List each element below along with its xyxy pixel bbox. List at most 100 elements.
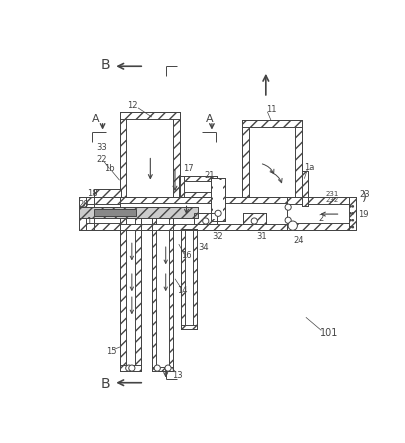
Text: 12: 12: [127, 101, 138, 110]
Bar: [286, 223, 348, 230]
Bar: [348, 197, 355, 230]
Bar: [241, 120, 301, 197]
Circle shape: [351, 219, 353, 221]
Text: B: B: [100, 377, 110, 391]
Bar: [126, 216, 134, 365]
Bar: [241, 120, 248, 197]
Circle shape: [351, 213, 353, 214]
Bar: [181, 229, 196, 329]
Bar: [79, 223, 119, 230]
Bar: [126, 119, 172, 197]
Bar: [301, 171, 307, 206]
Bar: [94, 190, 121, 197]
Bar: [242, 213, 265, 224]
Bar: [178, 192, 217, 197]
Bar: [94, 209, 136, 216]
Text: A: A: [92, 113, 99, 124]
Circle shape: [349, 213, 350, 214]
Bar: [151, 214, 173, 371]
Bar: [119, 216, 141, 371]
Circle shape: [284, 204, 290, 210]
Bar: [119, 113, 179, 119]
Bar: [286, 197, 355, 230]
Bar: [85, 204, 119, 223]
Text: 18: 18: [87, 189, 98, 198]
Bar: [241, 120, 301, 127]
Text: 2: 2: [318, 214, 323, 223]
Bar: [151, 214, 156, 371]
Bar: [79, 207, 198, 218]
Bar: [178, 175, 217, 181]
Bar: [242, 213, 265, 224]
Text: 232: 232: [325, 197, 338, 203]
Text: 20: 20: [79, 200, 89, 210]
Bar: [286, 197, 348, 204]
Text: A: A: [205, 113, 213, 124]
Text: ): ): [361, 190, 366, 204]
Text: B: B: [100, 58, 110, 72]
Bar: [181, 229, 185, 329]
Bar: [211, 178, 224, 221]
Text: 231: 231: [325, 191, 338, 197]
Text: 23: 23: [359, 190, 369, 198]
Bar: [178, 175, 217, 197]
Bar: [134, 216, 141, 371]
Text: 22: 22: [96, 155, 107, 164]
Circle shape: [251, 218, 257, 224]
Bar: [94, 190, 121, 197]
Bar: [119, 113, 179, 197]
Bar: [119, 365, 141, 371]
Circle shape: [349, 226, 350, 228]
Text: 17: 17: [183, 164, 194, 173]
Text: 1: 1: [86, 217, 91, 225]
Bar: [156, 214, 168, 366]
Bar: [79, 197, 119, 230]
Circle shape: [126, 365, 132, 371]
Bar: [301, 171, 307, 206]
Text: 34: 34: [198, 244, 208, 253]
Text: 1a: 1a: [304, 163, 314, 171]
Text: 21: 21: [204, 171, 214, 180]
Bar: [94, 224, 286, 230]
Circle shape: [215, 210, 221, 216]
Bar: [94, 197, 286, 230]
Bar: [181, 325, 196, 329]
Circle shape: [351, 226, 353, 228]
Bar: [172, 113, 179, 197]
Bar: [119, 113, 126, 197]
Bar: [211, 178, 224, 221]
Circle shape: [164, 365, 171, 371]
Circle shape: [349, 219, 350, 221]
Circle shape: [202, 218, 208, 224]
Text: 33: 33: [96, 144, 107, 152]
Text: 31: 31: [256, 232, 266, 241]
Bar: [94, 197, 286, 203]
Circle shape: [284, 217, 290, 223]
Text: 14: 14: [177, 286, 188, 295]
Text: 1b: 1b: [104, 164, 115, 173]
Text: 15: 15: [106, 347, 117, 357]
Bar: [248, 127, 294, 197]
Text: 11: 11: [265, 105, 276, 114]
Circle shape: [288, 221, 296, 230]
Bar: [294, 120, 301, 197]
Bar: [194, 213, 217, 224]
Circle shape: [349, 206, 350, 207]
Bar: [151, 366, 173, 371]
Text: 13: 13: [172, 370, 182, 380]
Bar: [79, 197, 85, 230]
Bar: [213, 180, 222, 219]
Bar: [94, 203, 286, 224]
Bar: [184, 181, 217, 192]
Circle shape: [128, 365, 134, 371]
Bar: [192, 229, 196, 329]
Bar: [178, 175, 184, 197]
Bar: [168, 214, 173, 371]
Bar: [119, 216, 126, 371]
Bar: [185, 229, 192, 325]
Text: 24: 24: [292, 236, 303, 245]
Bar: [194, 213, 217, 224]
Bar: [79, 197, 119, 204]
Text: 32: 32: [211, 232, 222, 241]
Text: 19: 19: [357, 210, 368, 218]
